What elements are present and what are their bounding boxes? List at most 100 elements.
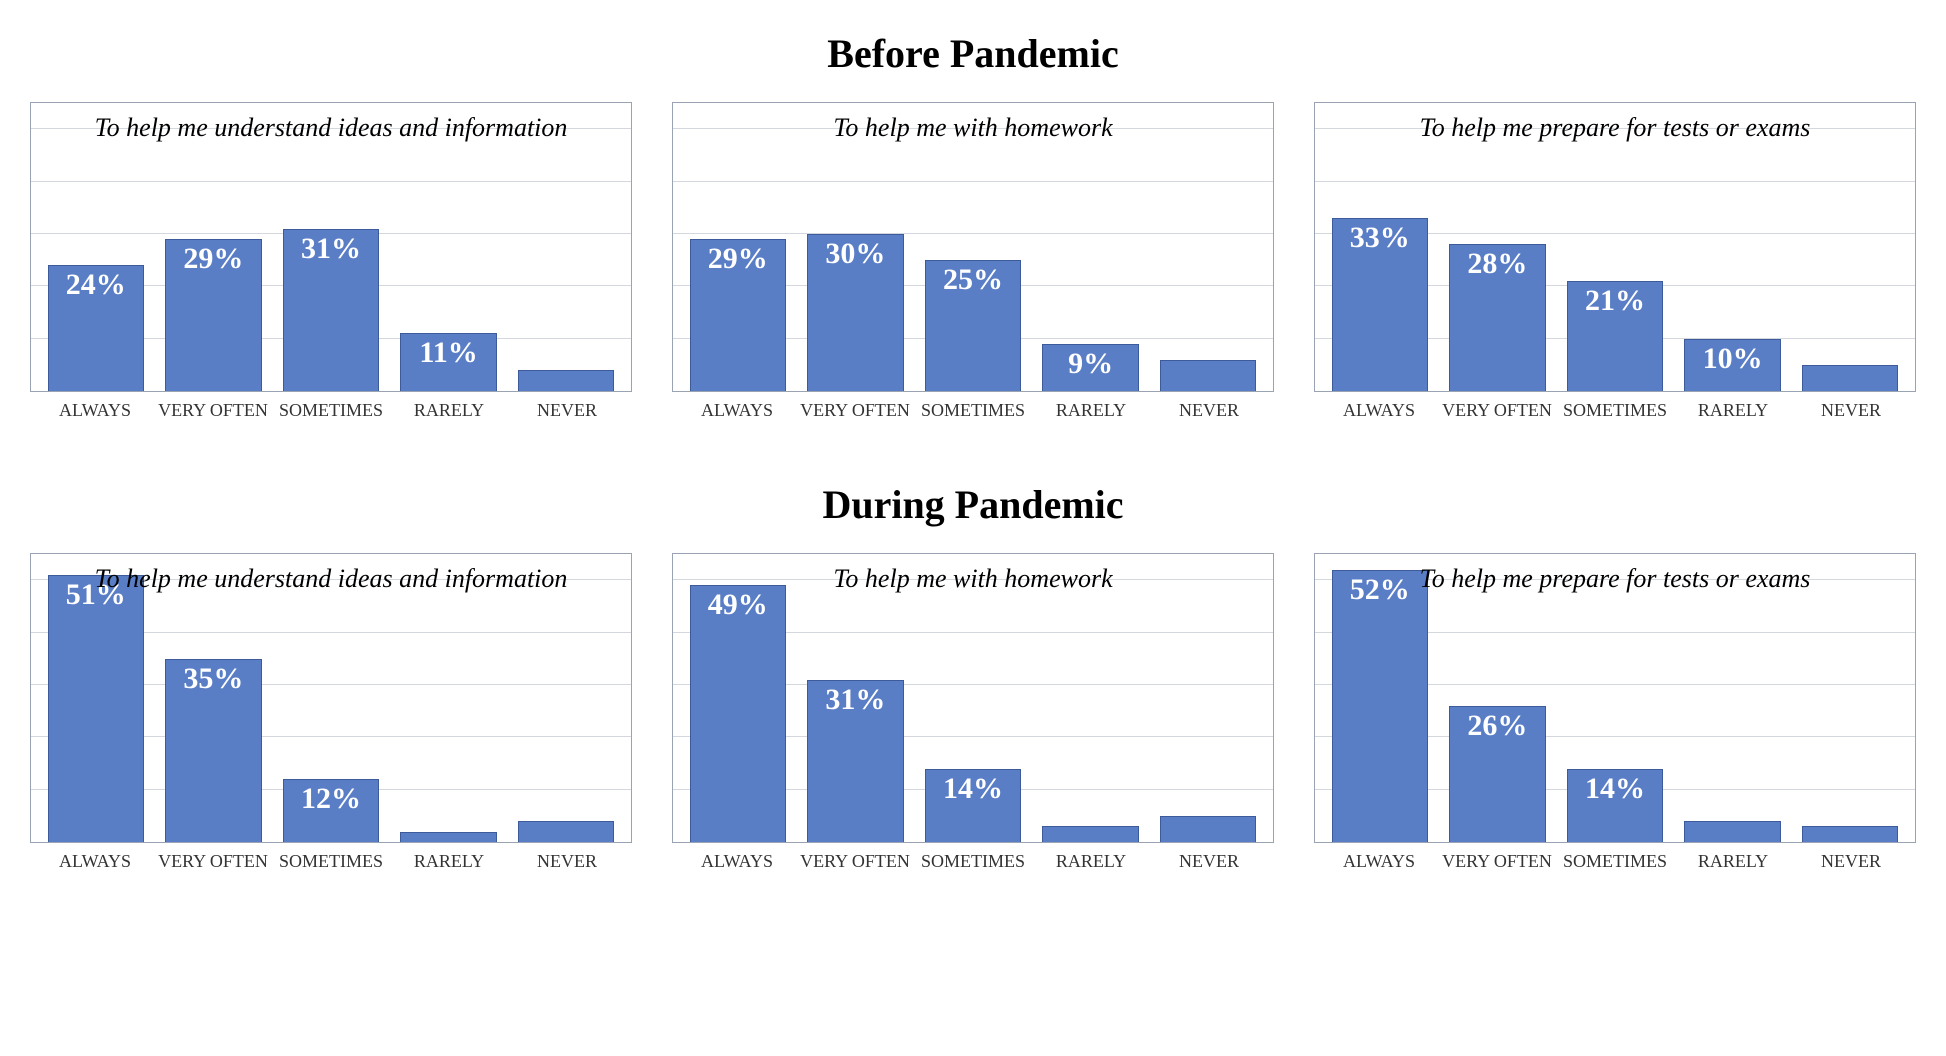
x-axis: ALWAYSVERY OFTENSOMETIMESRARELYNEVER (672, 392, 1274, 421)
x-tick-label: VERY OFTEN (1438, 851, 1556, 872)
bar-slot: 33% (1321, 103, 1439, 391)
bar-value-label: 26% (1467, 707, 1527, 741)
bar-slot (1032, 554, 1150, 842)
bar: 51% (48, 575, 144, 842)
x-tick-label: SOMETIMES (1556, 400, 1674, 421)
x-tick-label: RARELY (1674, 851, 1792, 872)
x-tick-label: RARELY (390, 400, 508, 421)
bar: 14% (1567, 769, 1663, 842)
bar (400, 832, 496, 842)
plot-area: To help me with homework 29%30% 25% 9% (672, 102, 1274, 392)
bar: 25% (925, 260, 1021, 391)
bar-slot: 49% (679, 554, 797, 842)
x-tick-label: SOMETIMES (272, 851, 390, 872)
bar (1802, 826, 1898, 842)
bar (1042, 826, 1138, 842)
bar-value-label: 35% (183, 660, 243, 694)
bar-slot (1674, 554, 1792, 842)
bar (1684, 821, 1780, 842)
x-tick-label: RARELY (390, 851, 508, 872)
bar-value-label: 31% (301, 230, 361, 264)
bar (1160, 360, 1256, 391)
bar-slot: 26% (1439, 554, 1557, 842)
plot-area: To help me understand ideas and informat… (30, 553, 632, 843)
chart-title: To help me understand ideas and informat… (31, 113, 631, 143)
bar-slot: 31% (797, 554, 915, 842)
x-tick-label: NEVER (1150, 400, 1268, 421)
x-tick-label: ALWAYS (1320, 851, 1438, 872)
bar-slot: 29% (155, 103, 273, 391)
bar: 30% (807, 234, 903, 391)
chart-panel: To help me understand ideas and informat… (30, 553, 632, 872)
x-tick-label: RARELY (1674, 400, 1792, 421)
chart-title: To help me prepare for tests or exams (1315, 113, 1915, 143)
bar-slot: 24% (37, 103, 155, 391)
bar: 49% (690, 585, 786, 842)
bar-slot (1791, 554, 1909, 842)
bar (518, 821, 614, 842)
chart-grid: Before Pandemic To help me understand ide… (30, 30, 1916, 872)
x-tick-label: RARELY (1032, 400, 1150, 421)
bar-slot: 14% (1556, 554, 1674, 842)
chart-panel: To help me with homework49%31%14%ALWAYSV… (672, 553, 1274, 872)
bar-slot: 35% (155, 554, 273, 842)
x-tick-label: NEVER (1792, 851, 1910, 872)
bar (1802, 365, 1898, 391)
x-tick-label: ALWAYS (678, 400, 796, 421)
bar: 14% (925, 769, 1021, 842)
x-tick-label: VERY OFTEN (154, 851, 272, 872)
bar-value-label: 14% (1585, 770, 1645, 804)
chart-row: To help me understand ideas and informat… (30, 553, 1916, 872)
bar: 10% (1684, 339, 1780, 391)
plot-area: To help me understand ideas and informat… (30, 102, 632, 392)
bar-slot (1791, 103, 1909, 391)
bars-container: 49%31%14% (673, 554, 1273, 842)
chart-title: To help me with homework (673, 113, 1273, 143)
chart-row: To help me understand ideas and informat… (30, 102, 1916, 421)
bar-value-label: 9% (1068, 345, 1113, 379)
section-title: During Pandemic (30, 481, 1916, 528)
x-axis: ALWAYSVERY OFTENSOMETIMESRARELYNEVER (30, 843, 632, 872)
bar-slot: 30% (797, 103, 915, 391)
chart-panel: To help me with homework 29%30% 25% 9% ALWAY… (672, 102, 1274, 421)
section-title: Before Pandemic (30, 30, 1916, 77)
bar-slot: 29% (679, 103, 797, 391)
bar: 29% (165, 239, 261, 391)
chart-title: To help me with homework (673, 564, 1273, 594)
x-tick-label: VERY OFTEN (796, 400, 914, 421)
bar-slot (507, 103, 625, 391)
bar: 24% (48, 265, 144, 391)
bar: 26% (1449, 706, 1545, 842)
x-tick-label: RARELY (1032, 851, 1150, 872)
chart-panel: To help me prepare for tests or exams52%… (1314, 553, 1916, 872)
x-tick-label: NEVER (508, 400, 626, 421)
bar-slot (1149, 554, 1267, 842)
bar: 33% (1332, 218, 1428, 391)
bar-value-label: 25% (943, 261, 1003, 295)
bar-slot: 31% (272, 103, 390, 391)
bar-slot: 21% (1556, 103, 1674, 391)
bar-slot: 14% (914, 554, 1032, 842)
chart-title: To help me understand ideas and informat… (31, 564, 631, 594)
bar: 11% (400, 333, 496, 391)
chart-panel: To help me prepare for tests or exams 33%… (1314, 102, 1916, 421)
bar: 12% (283, 779, 379, 842)
bar-slot: 9% (1032, 103, 1150, 391)
x-tick-label: VERY OFTEN (796, 851, 914, 872)
bars-container: 51% 35% 12% (31, 554, 631, 842)
bar: 29% (690, 239, 786, 391)
bars-container: 24% 29% 31% 11% (31, 103, 631, 391)
bar-value-label: 10% (1703, 340, 1763, 374)
bar (518, 370, 614, 391)
bar: 9% (1042, 344, 1138, 391)
bar (1160, 816, 1256, 842)
x-axis: ALWAYSVERY OFTENSOMETIMESRARELYNEVER (672, 843, 1274, 872)
x-tick-label: SOMETIMES (914, 400, 1032, 421)
x-tick-label: NEVER (1150, 851, 1268, 872)
chart-panel: To help me understand ideas and informat… (30, 102, 632, 421)
x-tick-label: SOMETIMES (1556, 851, 1674, 872)
bar-value-label: 24% (66, 266, 126, 300)
bar: 52% (1332, 570, 1428, 842)
bar-value-label: 11% (419, 334, 477, 368)
x-tick-label: ALWAYS (36, 400, 154, 421)
